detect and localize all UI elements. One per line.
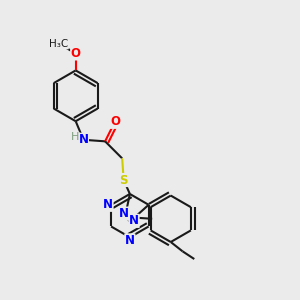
- Text: N: N: [125, 234, 135, 247]
- Text: O: O: [71, 47, 81, 60]
- Text: N: N: [103, 198, 113, 211]
- Text: O: O: [110, 115, 120, 128]
- Text: N: N: [119, 207, 129, 220]
- Text: H: H: [70, 132, 79, 142]
- Text: N: N: [129, 214, 139, 227]
- Text: S: S: [119, 173, 128, 187]
- Text: N: N: [78, 133, 88, 146]
- Text: H₃C: H₃C: [49, 39, 68, 49]
